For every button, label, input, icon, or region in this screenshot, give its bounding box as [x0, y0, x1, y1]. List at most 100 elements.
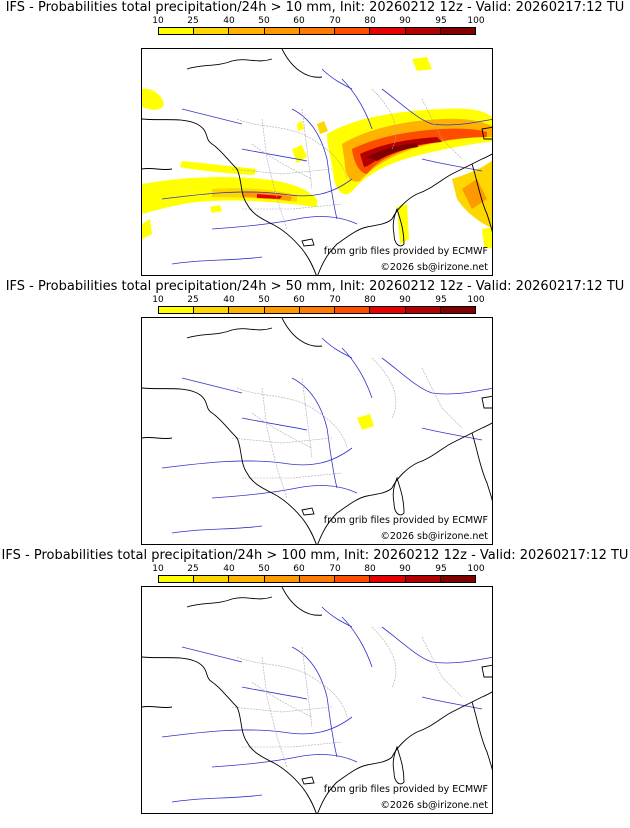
- river: [291, 646, 338, 758]
- legend-label: 10: [152, 564, 164, 574]
- rivers: [161, 337, 492, 534]
- legend-bar: [158, 575, 476, 583]
- legend-label: 70: [329, 295, 341, 305]
- legend-label: 40: [223, 16, 235, 26]
- coast: [186, 327, 273, 339]
- legend-swatch: [405, 28, 441, 34]
- precip-layer-50mm: [357, 414, 374, 430]
- copyright-credit: ©2026 sb@irizone.net: [380, 531, 488, 542]
- legend-bar: [158, 306, 476, 314]
- admin-borders: [231, 626, 463, 768]
- river: [181, 377, 243, 394]
- coastline: [142, 587, 492, 813]
- rivers: [161, 68, 492, 265]
- precip-area: [317, 121, 328, 134]
- legend-swatch: [405, 307, 441, 313]
- coast: [142, 387, 317, 544]
- border: [261, 387, 288, 499]
- coast: [301, 238, 315, 247]
- legend-labels: 10 25 40 50 60 70 80 90 95 100: [152, 16, 484, 27]
- legend-swatch: [405, 576, 441, 582]
- admin-borders: [231, 88, 463, 230]
- legend-label: 10: [152, 16, 164, 26]
- river: [211, 216, 358, 230]
- admin-borders: [231, 357, 463, 499]
- coast: [392, 207, 405, 247]
- coast: [186, 58, 273, 70]
- border: [236, 656, 348, 718]
- coastline: [142, 49, 492, 275]
- precip-area: [210, 205, 222, 213]
- river: [341, 347, 373, 399]
- coast: [317, 487, 393, 544]
- legend-label: 60: [293, 16, 305, 26]
- map-base: [142, 49, 492, 275]
- precip-area: [360, 137, 442, 167]
- legend-swatch: [370, 28, 406, 34]
- color-legend: 10 25 40 50 60 70 80 90 95 100: [152, 295, 485, 319]
- map-frame[interactable]: from grib files provided by ECMWF ©2026 …: [141, 317, 493, 545]
- border: [421, 367, 463, 429]
- legend-label: 100: [467, 295, 485, 305]
- river: [241, 417, 308, 431]
- river: [341, 78, 373, 130]
- border: [231, 706, 333, 713]
- map-frame[interactable]: from grib files provided by ECMWF ©2026 …: [141, 48, 493, 276]
- legend-swatch: [370, 307, 406, 313]
- legend-label: 90: [399, 564, 411, 574]
- border: [242, 741, 343, 748]
- legend-label: 40: [223, 295, 235, 305]
- river: [321, 606, 353, 628]
- river: [161, 447, 353, 469]
- coast: [281, 318, 323, 347]
- precip-area: [297, 121, 304, 131]
- coast: [281, 49, 323, 78]
- river: [421, 696, 483, 710]
- coast: [481, 664, 492, 678]
- border: [371, 357, 397, 419]
- river: [181, 646, 243, 663]
- river: [321, 68, 353, 90]
- legend-label: 100: [467, 16, 485, 26]
- legend-swatch: [159, 576, 195, 582]
- legend-swatch: [159, 307, 195, 313]
- legend-swatch: [229, 576, 265, 582]
- legend-label: 80: [364, 564, 376, 574]
- map-frame[interactable]: from grib files provided by ECMWF ©2026 …: [141, 586, 493, 814]
- panel-title: IFS - Probabilities total precipitation/…: [5, 0, 625, 15]
- legend-swatch: [299, 28, 336, 34]
- coast: [301, 507, 315, 516]
- coast: [471, 163, 492, 233]
- river: [291, 108, 338, 220]
- river: [381, 357, 492, 395]
- border: [261, 118, 288, 230]
- border: [251, 143, 313, 180]
- coast: [481, 126, 492, 140]
- coast: [317, 756, 393, 813]
- border: [371, 626, 397, 688]
- copyright-credit: ©2026 sb@irizone.net: [380, 800, 488, 811]
- border: [301, 377, 313, 459]
- coast: [481, 395, 492, 409]
- panel-50mm: IFS - Probabilities total precipitation/…: [0, 279, 630, 549]
- legend-swatch: [440, 576, 475, 582]
- legend-bar: [158, 27, 476, 35]
- coast: [392, 745, 405, 785]
- copyright-credit: ©2026 sb@irizone.net: [380, 262, 488, 273]
- precip-area: [142, 219, 152, 239]
- river: [211, 754, 358, 768]
- legend-label: 90: [399, 16, 411, 26]
- precip-area: [482, 227, 492, 249]
- river: [321, 337, 353, 359]
- border: [251, 412, 313, 449]
- river: [421, 158, 483, 172]
- legend-label: 95: [435, 16, 447, 26]
- map-base: [142, 318, 492, 544]
- coast: [301, 776, 315, 785]
- coast: [142, 656, 317, 813]
- data-source-credit: from grib files provided by ECMWF: [323, 246, 488, 257]
- legend-label: 100: [467, 564, 485, 574]
- panel-title: IFS - Probabilities total precipitation/…: [5, 279, 625, 294]
- coast: [142, 705, 173, 709]
- river: [241, 686, 308, 700]
